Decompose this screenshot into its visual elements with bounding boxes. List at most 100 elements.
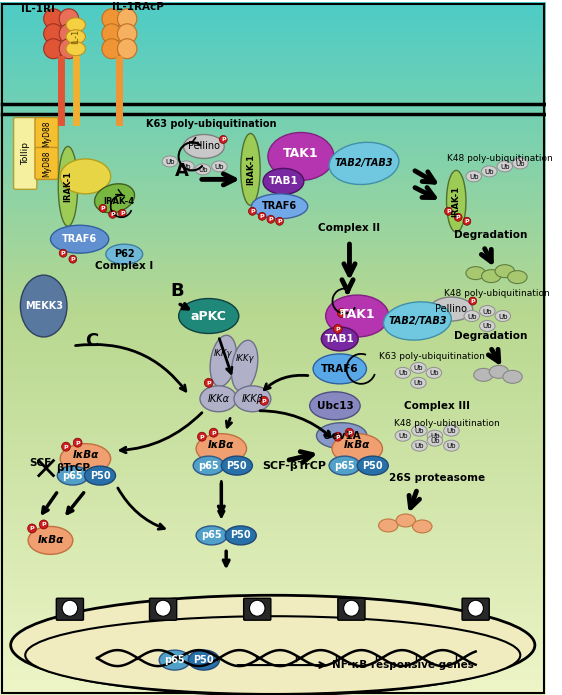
- Text: TAB1: TAB1: [325, 334, 355, 344]
- Bar: [0, 385, 546, 386]
- Text: TAB2/TAB3: TAB2/TAB3: [388, 316, 447, 326]
- Bar: [0, 319, 546, 320]
- Text: IκBα: IκBα: [72, 450, 98, 459]
- Bar: [0, 623, 546, 624]
- Bar: [0, 331, 546, 332]
- Bar: [0, 50, 546, 51]
- Circle shape: [44, 39, 63, 58]
- Bar: [0, 283, 546, 284]
- Bar: [0, 191, 546, 193]
- Bar: [0, 15, 546, 16]
- Bar: [0, 18, 546, 19]
- Bar: [0, 19, 546, 21]
- Bar: [0, 683, 546, 684]
- Bar: [0, 260, 546, 261]
- Bar: [0, 326, 546, 327]
- Bar: [0, 484, 546, 486]
- Bar: [0, 416, 546, 417]
- Bar: [0, 53, 546, 54]
- Bar: [0, 294, 546, 295]
- Bar: [0, 215, 546, 216]
- Bar: [0, 332, 546, 333]
- Bar: [0, 512, 546, 514]
- Bar: [0, 355, 546, 356]
- Bar: [0, 328, 546, 329]
- Bar: [0, 44, 546, 46]
- Text: A: A: [175, 163, 189, 181]
- Bar: [0, 200, 546, 202]
- Ellipse shape: [212, 161, 227, 172]
- Text: NF-κB responsive genes: NF-κB responsive genes: [332, 660, 474, 670]
- Bar: [0, 206, 546, 207]
- Bar: [0, 401, 546, 402]
- Bar: [0, 642, 546, 643]
- Bar: [0, 183, 546, 184]
- Bar: [0, 673, 546, 674]
- Bar: [0, 656, 546, 657]
- Bar: [0, 688, 546, 689]
- Bar: [0, 232, 546, 234]
- Bar: [0, 650, 546, 651]
- Bar: [0, 292, 546, 293]
- Bar: [0, 79, 546, 80]
- Bar: [0, 693, 546, 694]
- Bar: [0, 420, 546, 422]
- Text: P62: P62: [114, 250, 134, 259]
- Bar: [0, 591, 546, 592]
- Bar: [0, 670, 546, 671]
- Bar: [0, 691, 546, 692]
- Circle shape: [28, 524, 37, 533]
- Bar: [0, 687, 546, 688]
- Bar: [0, 661, 546, 662]
- Bar: [0, 175, 546, 177]
- Bar: [0, 455, 546, 456]
- Bar: [0, 289, 546, 290]
- Bar: [0, 13, 546, 14]
- Bar: [0, 238, 546, 239]
- Ellipse shape: [427, 435, 443, 446]
- Bar: [0, 273, 546, 274]
- Text: Ub: Ub: [182, 164, 191, 170]
- Ellipse shape: [329, 456, 360, 475]
- Text: P: P: [336, 327, 340, 332]
- Text: P: P: [465, 219, 469, 224]
- Bar: [0, 473, 546, 475]
- Bar: [0, 603, 546, 604]
- Ellipse shape: [195, 164, 211, 175]
- Bar: [0, 666, 546, 667]
- Bar: [0, 344, 546, 345]
- Bar: [0, 67, 546, 69]
- Bar: [0, 156, 546, 158]
- Bar: [0, 655, 546, 656]
- Text: P: P: [336, 434, 340, 439]
- Circle shape: [62, 442, 70, 451]
- Bar: [0, 288, 546, 289]
- Text: P: P: [260, 214, 264, 219]
- Text: TRAF6: TRAF6: [262, 202, 297, 211]
- Bar: [0, 617, 546, 619]
- Bar: [0, 186, 546, 188]
- Bar: [0, 16, 546, 17]
- Circle shape: [205, 378, 213, 387]
- Text: Complex I: Complex I: [95, 261, 153, 271]
- Bar: [0, 658, 546, 659]
- Bar: [0, 322, 546, 323]
- Bar: [0, 590, 546, 591]
- Text: IRAK-1: IRAK-1: [452, 186, 461, 217]
- Bar: [0, 257, 546, 258]
- Bar: [0, 548, 546, 549]
- Bar: [0, 5, 546, 6]
- Text: IL-1RI: IL-1RI: [21, 3, 55, 14]
- Bar: [0, 129, 546, 131]
- Ellipse shape: [66, 18, 85, 32]
- Bar: [0, 366, 546, 367]
- Bar: [0, 431, 546, 432]
- Text: IκBα: IκBα: [37, 535, 64, 546]
- Bar: [0, 236, 546, 237]
- Text: TAB2/TAB3: TAB2/TAB3: [335, 158, 393, 168]
- Bar: [0, 667, 546, 668]
- Bar: [0, 81, 546, 83]
- Text: P: P: [30, 526, 34, 532]
- Bar: [0, 461, 546, 463]
- Bar: [0, 657, 546, 658]
